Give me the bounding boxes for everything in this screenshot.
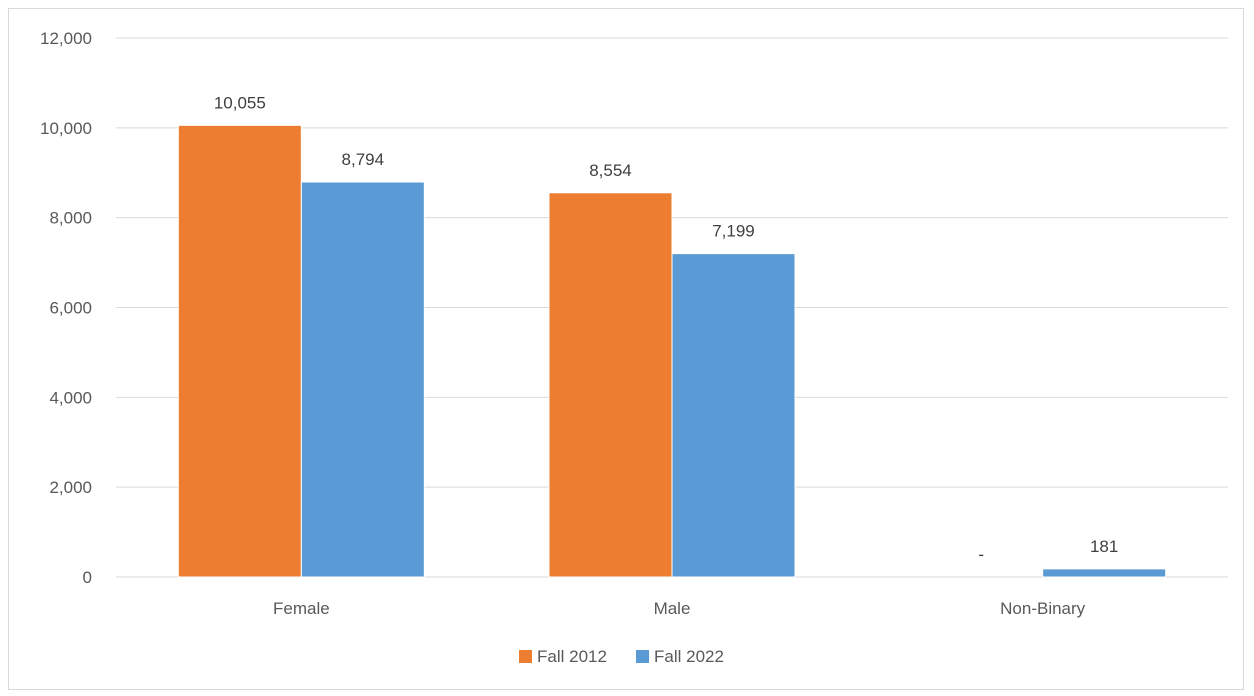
legend-swatch	[519, 650, 532, 663]
legend-label: Fall 2022	[654, 647, 724, 666]
x-axis-ticks: Female Male Non-Binary	[273, 599, 1086, 618]
y-tick-label: 0	[83, 568, 92, 587]
data-label: 181	[1090, 537, 1118, 556]
bar-male-series-1	[671, 253, 796, 578]
bar-non-binary-series-1	[1042, 568, 1167, 578]
x-tick-label: Male	[654, 599, 691, 618]
y-tick-label: 8,000	[49, 209, 92, 228]
legend-label: Fall 2012	[537, 647, 607, 666]
bar-male-series-0	[548, 192, 673, 578]
data-label: -	[978, 545, 984, 564]
data-label: 10,055	[214, 93, 266, 112]
data-label: 8,794	[342, 150, 385, 169]
x-tick-label: Non-Binary	[1000, 599, 1086, 618]
bar-female-series-0	[177, 124, 302, 578]
y-tick-label: 10,000	[40, 119, 92, 138]
data-label: 8,554	[589, 161, 632, 180]
y-tick-label: 4,000	[49, 388, 92, 407]
y-tick-label: 2,000	[49, 478, 92, 497]
legend: Fall 2012 Fall 2022	[519, 647, 724, 666]
y-axis-ticks: 0 2,000 4,000 6,000 8,000 10,000 12,000	[40, 29, 92, 587]
x-tick-label: Female	[273, 599, 330, 618]
data-labels: 10,055 8,794 8,554 7,199 - 181	[214, 93, 1119, 564]
bar-female-series-1	[300, 181, 425, 578]
legend-swatch	[636, 650, 649, 663]
y-tick-label: 12,000	[40, 29, 92, 48]
bars	[177, 124, 1167, 578]
y-tick-label: 6,000	[49, 299, 92, 318]
data-label: 7,199	[712, 222, 755, 241]
